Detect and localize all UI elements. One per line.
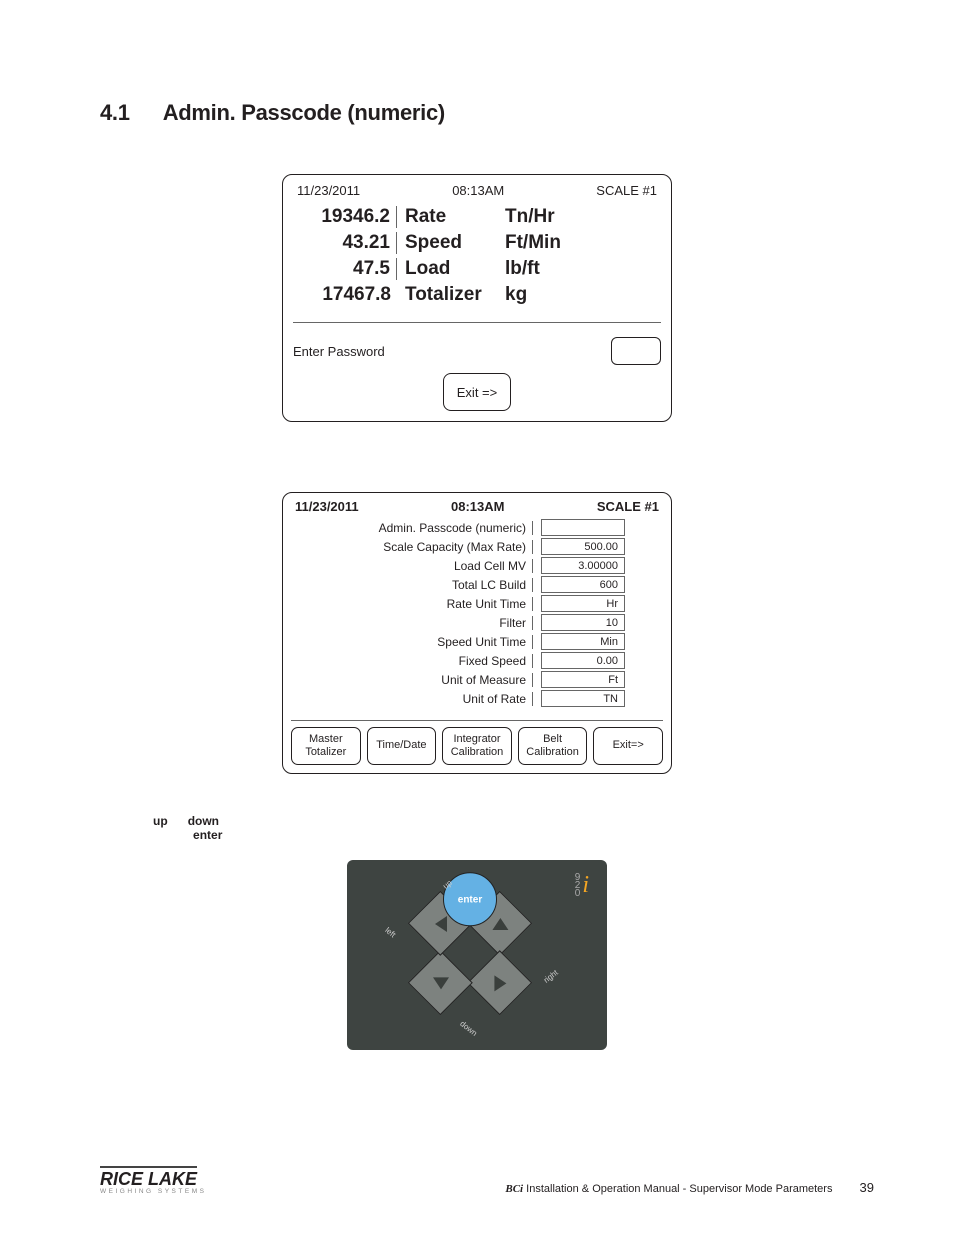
belt-calibration-button[interactable]: Belt Calibration [518,727,588,765]
enter-button[interactable]: enter [443,872,497,926]
param-label: Fixed Speed [291,654,533,668]
down-key: down [188,814,219,828]
logo-sub: WEIGHING SYSTEMS [100,1188,206,1195]
screen1-time: 08:13AM [452,183,504,198]
speed-value: 43.21 [293,232,397,254]
param-value[interactable]: TN [541,690,625,707]
time-date-button[interactable]: Time/Date [367,727,437,765]
password-field[interactable] [611,337,661,365]
passcode-screen: 11/23/2011 08:13AM SCALE #1 19346.2RateT… [282,174,672,422]
param-value[interactable]: Hr [541,595,625,612]
key-note: up down enter [153,814,854,842]
param-value[interactable] [541,519,625,536]
param-label: Rate Unit Time [291,597,533,611]
param-value[interactable]: 10 [541,614,625,631]
rate-label: Rate [397,206,505,228]
screen1-date: 11/23/2011 [297,183,360,198]
model-badge: 9 2 0i [575,872,589,899]
speed-unit: Ft/Min [505,232,561,254]
param-value[interactable]: Min [541,633,625,650]
screen2-time: 08:13AM [451,499,504,514]
exit-button[interactable]: Exit => [443,373,510,411]
param-value[interactable]: 0.00 [541,652,625,669]
master-totalizer-button[interactable]: Master Totalizer [291,727,361,765]
totalizer-label: Totalizer [397,284,505,306]
right-label: right [542,968,560,985]
totalizer-unit: kg [505,284,527,306]
up-key: up [153,814,168,828]
rate-value: 19346.2 [293,206,397,228]
model-i: i [582,872,589,898]
down-arrow-button[interactable] [408,950,473,1015]
parameters-screen: 11/23/2011 08:13AM SCALE #1 Admin. Passc… [282,492,672,774]
param-label: Speed Unit Time [291,635,533,649]
screen1-scale: SCALE #1 [596,183,657,198]
exit-button[interactable]: Exit=> [593,727,663,765]
footer-text: BCi Installation & Operation Manual - Su… [505,1180,874,1195]
model-number: 9 2 0 [575,874,581,898]
param-label: Admin. Passcode (numeric) [291,521,533,535]
integrator-calibration-button[interactable]: Integrator Calibration [442,727,512,765]
param-label: Unit of Rate [291,692,533,706]
footer-bci: BCi [505,1183,523,1195]
enter-password-prompt: Enter Password [293,344,385,359]
param-label: Scale Capacity (Max Rate) [291,540,533,554]
param-label: Unit of Measure [291,673,533,687]
page-number: 39 [860,1180,874,1195]
load-value: 47.5 [293,258,397,280]
rate-unit: Tn/Hr [505,206,555,228]
page-footer: RICE LAKE WEIGHING SYSTEMS BCi Installat… [100,1166,874,1195]
footer-desc: Installation & Operation Manual - Superv… [523,1183,832,1195]
logo-main: RICE LAKE [100,1166,197,1190]
param-label: Load Cell MV [291,559,533,573]
dpad-figure: 9 2 0i enter up left right down [347,860,607,1050]
param-label: Total LC Build [291,578,533,592]
param-value[interactable]: 600 [541,576,625,593]
param-value[interactable]: Ft [541,671,625,688]
section-number: 4.1 [100,100,130,126]
param-value[interactable]: 500.00 [541,538,625,555]
enter-key: enter [193,828,222,842]
section-title: Admin. Passcode (numeric) [163,100,445,125]
param-label: Filter [291,616,533,630]
speed-label: Speed [397,232,505,254]
screen2-scale: SCALE #1 [597,499,659,514]
load-unit: lb/ft [505,258,540,280]
logo: RICE LAKE WEIGHING SYSTEMS [100,1166,206,1195]
param-value[interactable]: 3.00000 [541,557,625,574]
right-arrow-button[interactable] [467,950,532,1015]
section-heading: 4.1 Admin. Passcode (numeric) [100,100,854,126]
screen2-date: 11/23/2011 [295,499,359,514]
totalizer-value: 17467.8 [293,284,397,306]
load-label: Load [397,258,505,280]
